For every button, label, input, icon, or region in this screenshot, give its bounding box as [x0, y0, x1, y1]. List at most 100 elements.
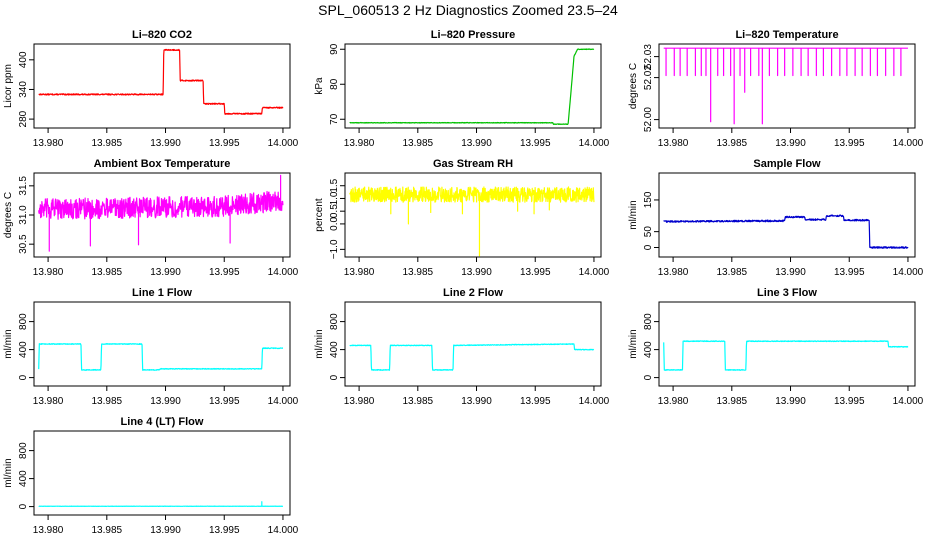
y-axis-label: degrees C — [3, 192, 14, 238]
x-tick-label: 13.990 — [775, 396, 806, 407]
y-axis-label: ml/min — [314, 329, 325, 358]
plot-frame — [33, 43, 291, 129]
chart-panel: Ambient Box Temperature 13.980 13.985 13.99… — [3, 158, 299, 278]
chart-panel: Line 2 Flow 13.980 13.985 13.990 13.995 14.00… — [314, 287, 610, 407]
y-tick-label: −1.0 — [329, 239, 340, 259]
y-tick-label: 52.00 — [643, 107, 654, 132]
x-tick-label: 13.985 — [92, 525, 123, 536]
x-tick-label: 13.995 — [834, 396, 865, 407]
y-tick-label: 1.5 — [329, 178, 340, 192]
x-tick-label: 13.985 — [403, 396, 434, 407]
x-tick-label: 13.980 — [33, 525, 64, 536]
plot-frame — [658, 43, 916, 129]
x-tick-label: 14.000 — [579, 396, 610, 407]
series-line — [349, 343, 595, 371]
x-tick-label: 13.990 — [150, 396, 181, 407]
panel-title: Gas Stream RH — [433, 158, 513, 170]
y-tick-label: 70 — [329, 113, 340, 125]
y-axis-label: kPa — [314, 77, 325, 95]
y-axis-label: ml/min — [628, 200, 639, 229]
x-tick-label: 13.995 — [209, 267, 240, 278]
x-tick-label: 13.990 — [461, 267, 492, 278]
x-tick-label: 13.995 — [520, 138, 551, 149]
series-line — [38, 501, 284, 507]
panel-title: Ambient Box Temperature — [94, 158, 231, 170]
panel-title: Sample Flow — [753, 158, 821, 170]
y-tick-label: 0 — [18, 503, 29, 509]
plot-frame — [658, 172, 916, 258]
chart-panel: Line 4 (LT) Flow 13.980 13.985 13.990 13.995… — [3, 416, 299, 536]
x-tick-label: 14.000 — [579, 267, 610, 278]
x-tick-label: 13.985 — [92, 267, 123, 278]
x-tick-label: 13.990 — [150, 138, 181, 149]
chart-panel: Gas Stream RH 13.980 13.985 13.990 13.995 14.… — [314, 158, 610, 278]
y-tick-label: 0 — [643, 374, 654, 380]
y-tick-label: 400 — [18, 51, 29, 68]
chart-panel: Li–820 Pressure 13.980 13.985 13.990 13.995 1… — [314, 29, 610, 149]
plot-frame — [33, 430, 291, 516]
x-tick-label: 13.990 — [461, 138, 492, 149]
y-tick-label: 340 — [18, 81, 29, 98]
y-tick-label: 0 — [18, 374, 29, 380]
x-tick-label: 13.995 — [209, 396, 240, 407]
series-line — [38, 174, 284, 252]
x-tick-label: 14.000 — [579, 138, 610, 149]
y-tick-label: 0.5 — [329, 204, 340, 218]
panel-title: Line 3 Flow — [757, 287, 817, 299]
y-tick-label: 80 — [329, 78, 340, 90]
x-tick-label: 13.995 — [520, 396, 551, 407]
x-tick-label: 13.980 — [658, 267, 689, 278]
x-tick-label: 14.000 — [268, 267, 299, 278]
x-tick-label: 13.980 — [33, 138, 64, 149]
panel-title: Line 4 (LT) Flow — [121, 416, 204, 428]
x-tick-label: 13.990 — [775, 267, 806, 278]
chart-panel: Sample Flow 13.980 13.985 13.990 13.995 14.00… — [628, 158, 924, 278]
y-axis-label: ml/min — [628, 329, 639, 358]
x-tick-label: 13.990 — [150, 267, 181, 278]
x-tick-label: 13.985 — [717, 396, 748, 407]
x-tick-label: 13.985 — [92, 396, 123, 407]
y-tick-label: 1.0 — [329, 191, 340, 205]
series-line — [349, 186, 595, 257]
y-tick-label: 800 — [18, 313, 29, 330]
panel-title: Line 2 Flow — [443, 287, 503, 299]
x-tick-label: 13.980 — [33, 396, 64, 407]
series-line — [663, 340, 909, 371]
y-tick-label: 30.5 — [18, 234, 29, 254]
x-tick-label: 13.980 — [658, 396, 689, 407]
x-tick-label: 13.985 — [717, 138, 748, 149]
y-tick-label: 31.0 — [18, 205, 29, 225]
y-tick-label: 400 — [18, 341, 29, 358]
x-tick-label: 14.000 — [893, 396, 924, 407]
x-tick-label: 13.985 — [403, 267, 434, 278]
y-axis-label: ml/min — [3, 458, 14, 487]
x-tick-label: 13.980 — [344, 138, 375, 149]
y-tick-label: 90 — [329, 43, 340, 55]
x-tick-label: 13.980 — [344, 396, 375, 407]
y-tick-label: 280 — [18, 110, 29, 127]
y-axis-label: degrees C — [628, 63, 639, 109]
x-tick-label: 13.995 — [834, 138, 865, 149]
y-tick-label: 400 — [18, 470, 29, 487]
x-tick-label: 13.995 — [209, 138, 240, 149]
x-tick-label: 13.990 — [461, 396, 492, 407]
series-line — [38, 343, 284, 371]
plot-frame — [344, 43, 602, 129]
x-tick-label: 14.000 — [268, 396, 299, 407]
y-axis-label: Licor ppm — [3, 64, 14, 108]
x-tick-label: 14.000 — [893, 138, 924, 149]
x-tick-label: 14.000 — [268, 138, 299, 149]
series-line — [663, 214, 909, 249]
plot-frame — [344, 301, 602, 387]
y-tick-label: 0 — [643, 244, 654, 250]
x-tick-label: 14.000 — [268, 525, 299, 536]
x-tick-label: 13.990 — [150, 525, 181, 536]
plot-frame — [658, 301, 916, 387]
series-line — [38, 48, 284, 115]
figure-title: SPL_060513 2 Hz Diagnostics Zoomed 23.5–… — [318, 2, 618, 18]
x-tick-label: 13.990 — [775, 138, 806, 149]
y-tick-label: 52.03 — [643, 44, 654, 69]
panel-title: Li–820 CO2 — [132, 29, 192, 41]
x-tick-label: 13.985 — [403, 138, 434, 149]
